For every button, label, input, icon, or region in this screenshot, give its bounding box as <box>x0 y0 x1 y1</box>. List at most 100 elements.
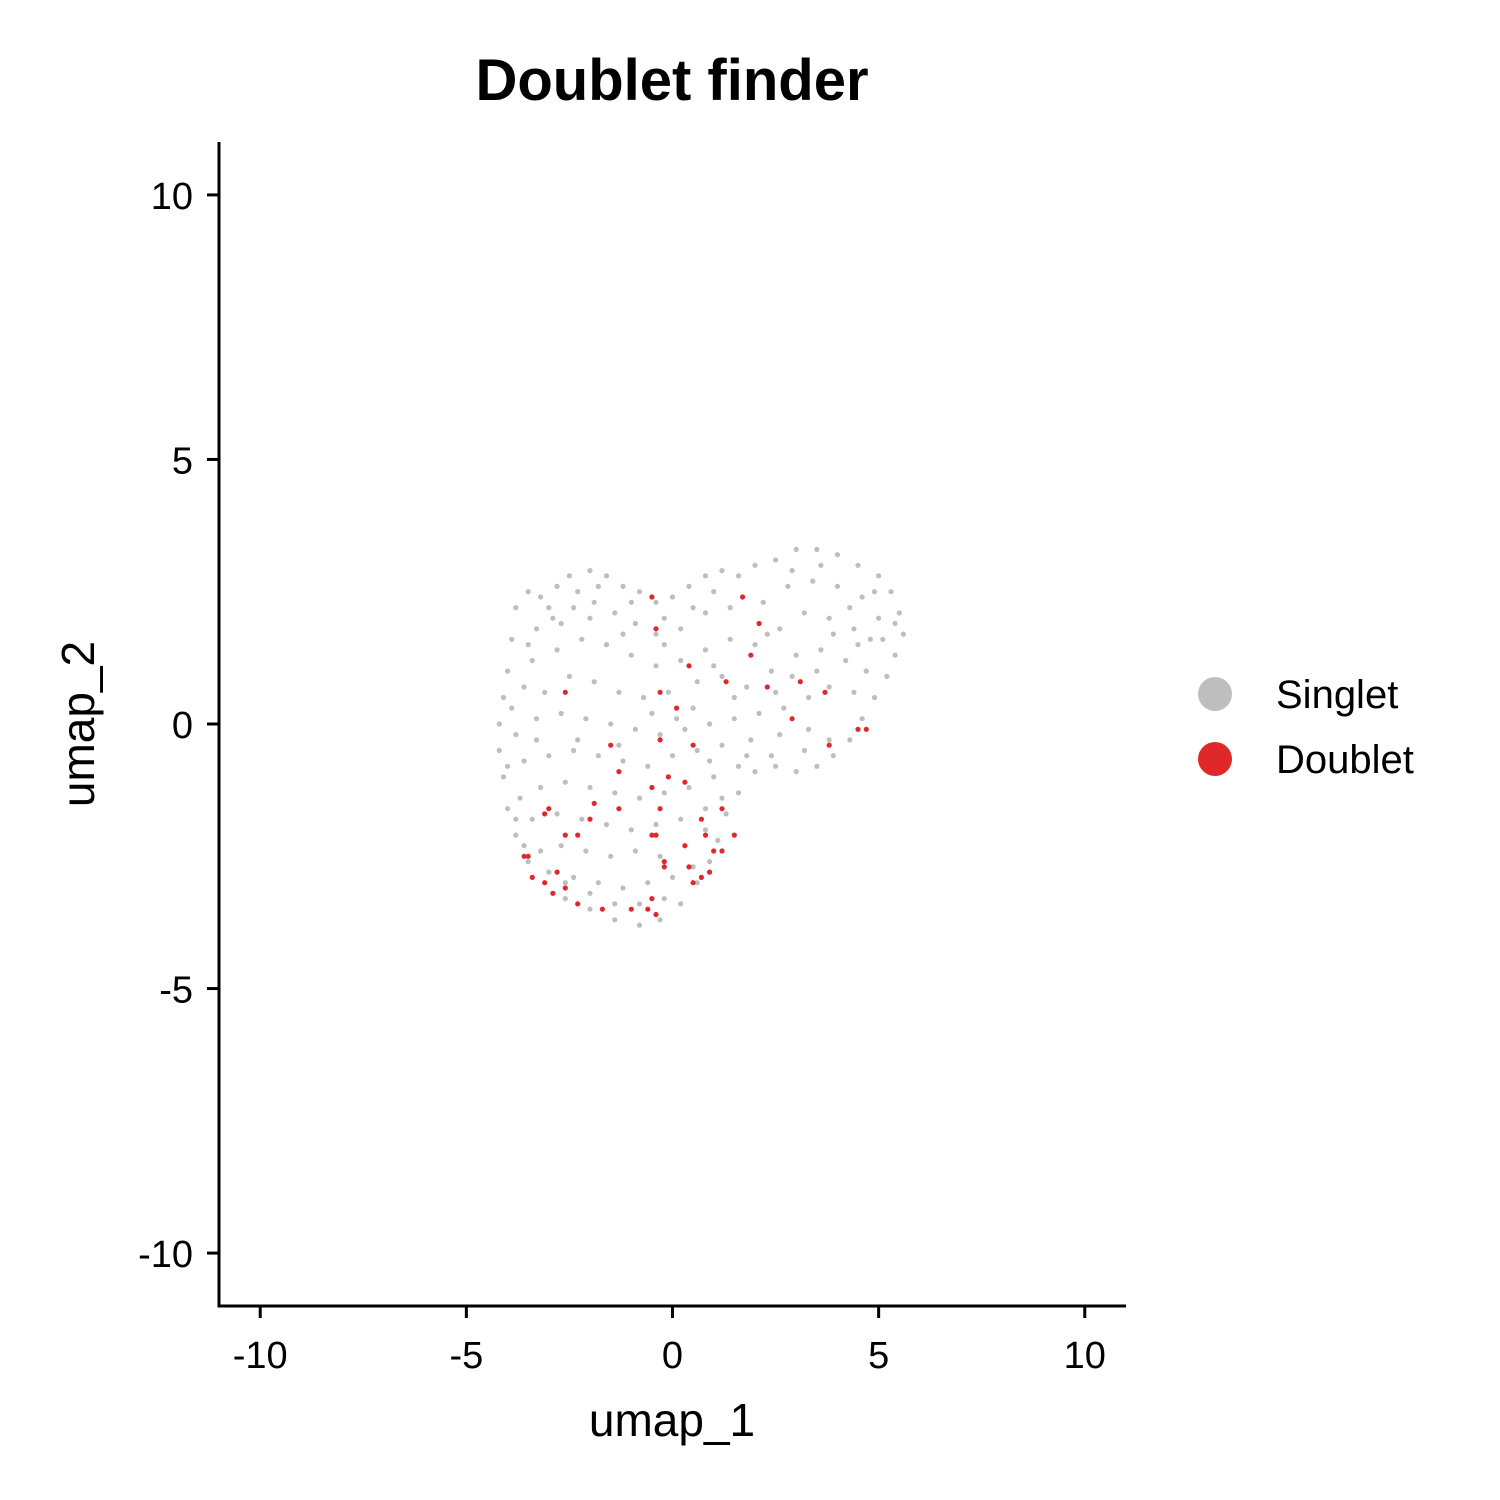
x-tick-label: -10 <box>233 1335 288 1377</box>
singlet-point <box>608 721 614 727</box>
singlet-point <box>587 906 593 912</box>
singlet-point <box>694 747 700 754</box>
doublet-point <box>562 832 568 838</box>
doublet-point <box>665 774 672 780</box>
singlet-point <box>806 726 812 732</box>
singlet-point <box>855 642 861 648</box>
singlet-point <box>529 816 535 822</box>
singlet-point <box>711 774 717 780</box>
singlet-point <box>542 689 548 695</box>
singlet-point <box>620 885 626 891</box>
singlet-point <box>500 694 507 701</box>
singlet-point <box>616 689 622 695</box>
singlet-point <box>608 853 614 859</box>
singlet-point <box>558 843 564 849</box>
doublet-point <box>542 811 548 817</box>
doublet-point <box>698 874 705 881</box>
singlet-point <box>558 620 564 627</box>
singlet-point <box>871 694 878 701</box>
singlet-point <box>690 864 696 870</box>
singlet-point <box>764 631 770 637</box>
singlet-point <box>649 710 655 717</box>
doublet-point <box>789 716 795 722</box>
singlet-point <box>653 821 659 828</box>
doublet-point <box>661 864 667 870</box>
doublet-point <box>653 626 659 632</box>
doublet-point <box>657 806 663 812</box>
singlet-point <box>583 716 589 722</box>
singlet-point <box>533 716 540 722</box>
singlet-point <box>505 668 511 674</box>
singlet-point <box>851 626 857 632</box>
singlet-point <box>855 562 861 568</box>
singlet-point <box>496 747 502 754</box>
singlet-point <box>876 615 882 621</box>
singlet-point <box>550 615 556 621</box>
singlet-point <box>748 737 754 743</box>
singlet-point <box>661 896 667 902</box>
singlet-point <box>843 657 849 664</box>
doublet-point <box>554 869 560 875</box>
singlet-point <box>595 880 601 886</box>
singlet-point <box>546 753 552 759</box>
singlet-point <box>686 784 692 791</box>
singlet-point <box>900 631 907 637</box>
doublet-point <box>550 890 556 896</box>
singlet-point <box>826 737 832 743</box>
singlet-point <box>636 901 643 907</box>
doublet-point <box>748 652 754 658</box>
singlet-point <box>525 589 531 595</box>
singlet-point <box>884 673 890 680</box>
doublet-point <box>682 843 688 849</box>
singlet-point <box>538 784 544 791</box>
singlet-point <box>661 615 667 621</box>
singlet-point <box>645 763 651 769</box>
singlet-point <box>830 631 836 637</box>
singlet-point <box>554 647 560 653</box>
singlet-point <box>694 880 700 886</box>
y-axis-title: umap_2 <box>52 641 104 807</box>
singlet-point <box>587 615 593 621</box>
x-tick-label: 10 <box>1064 1335 1106 1377</box>
singlet-point <box>859 716 865 722</box>
singlet-point <box>546 869 552 875</box>
singlet-point <box>707 859 713 865</box>
y-tick-label: -10 <box>138 1234 193 1276</box>
singlet-point <box>785 583 791 590</box>
singlet-point <box>773 763 779 769</box>
x-tick-label: 5 <box>868 1335 889 1377</box>
doublet-point <box>756 620 762 627</box>
singlet-point <box>793 652 799 658</box>
doublet-point <box>731 832 737 838</box>
doublet-point <box>822 689 828 695</box>
singlet-point <box>669 874 676 881</box>
singlet-point <box>694 679 700 685</box>
doublet-point <box>616 806 622 812</box>
singlet-point <box>529 657 535 664</box>
singlet-point <box>789 673 795 680</box>
singlet-point <box>814 763 820 769</box>
singlet-point <box>715 837 721 844</box>
doublet-point <box>711 848 717 854</box>
doublet-point <box>562 689 568 695</box>
singlet-point <box>826 684 832 690</box>
singlet-point <box>566 573 573 579</box>
singlet-point <box>711 589 717 595</box>
doublet-point <box>855 726 861 732</box>
singlet-point <box>888 589 894 595</box>
x-axis-title: umap_1 <box>589 1394 755 1446</box>
singlet-point <box>727 605 733 611</box>
singlet-point <box>669 594 676 600</box>
singlet-point <box>773 557 779 563</box>
singlet-point <box>752 562 758 568</box>
doublet-point <box>616 769 622 775</box>
singlet-point <box>533 626 540 632</box>
singlet-point <box>517 795 523 801</box>
doublet-point <box>698 816 705 822</box>
singlet-point <box>801 747 808 754</box>
singlet-point <box>777 626 783 632</box>
series-doublet <box>521 594 869 918</box>
doublet-point <box>649 896 655 902</box>
singlet-point <box>636 795 643 801</box>
doublet-point <box>599 906 606 912</box>
